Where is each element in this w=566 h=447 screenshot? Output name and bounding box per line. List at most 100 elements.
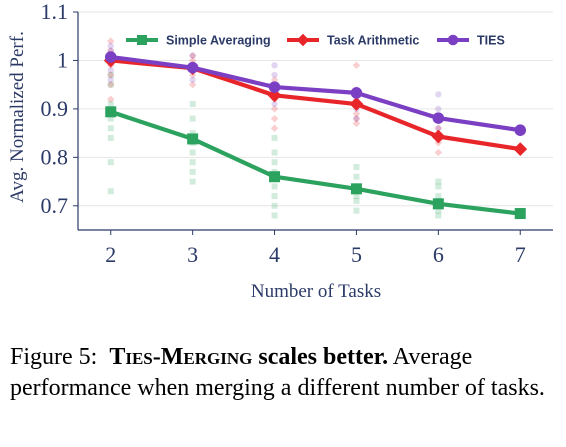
data-point: [514, 124, 527, 136]
scatter-point: [107, 115, 114, 122]
legend: Simple Averaging Task Arithmetic TIES: [126, 34, 505, 48]
x-tick-label: 4: [269, 242, 280, 267]
scatter-point: [189, 149, 196, 156]
figure-caption: Figure 5: Ties-Merging scales better. Av…: [10, 342, 558, 404]
scatter-point: [271, 134, 278, 141]
scatter-point: [107, 37, 115, 45]
scatter-point: [189, 76, 196, 83]
scatter-point: [271, 100, 278, 108]
data-point: [432, 112, 445, 124]
y-axis-title: Avg. Normalized Perf.: [7, 31, 28, 203]
scatter-point: [435, 105, 442, 113]
series-line: [110, 58, 521, 152]
scatter-point: [271, 62, 278, 69]
scatter-point: [352, 109, 361, 118]
scatter-point: [189, 115, 196, 122]
scatter-point: [107, 71, 115, 79]
x-tick-label: 2: [105, 242, 116, 267]
x-tick-label: 3: [187, 242, 198, 267]
scatter-point: [353, 115, 360, 122]
data-point: [268, 81, 281, 93]
scatter-point: [107, 71, 114, 78]
series-line: [110, 109, 521, 216]
scatter-point: [435, 91, 442, 98]
legend-marker: [296, 33, 310, 47]
data-point: [349, 97, 364, 111]
figure-number: Figure 5:: [10, 344, 98, 370]
data-point: [350, 87, 363, 99]
scatter-point: [353, 207, 360, 214]
scatter-point: [435, 125, 442, 132]
data-point: [432, 198, 444, 210]
legend-label: Simple Averaging: [166, 34, 271, 48]
axis-labels: Number of Tasks Avg. Normalized Perf.: [7, 31, 381, 302]
data-point: [105, 106, 117, 118]
scatter-point: [271, 149, 278, 156]
x-tick-label: 5: [351, 242, 362, 267]
scatter-point: [435, 183, 442, 190]
scatter-point: [434, 124, 443, 133]
scatter-point: [435, 178, 442, 185]
scatter-point: [353, 173, 360, 180]
data-point: [104, 51, 117, 63]
scatter-point: [435, 212, 442, 219]
caption-title-rest: scales better.: [252, 344, 389, 370]
scatter-point: [189, 101, 196, 108]
scatter-point: [107, 134, 114, 141]
y-tick-label: 1.1: [41, 0, 69, 24]
data-point: [269, 171, 281, 183]
series-line: [110, 54, 521, 133]
scatter-point: [271, 159, 278, 166]
series-lines: [103, 51, 528, 220]
scatter-point: [271, 193, 278, 200]
scatter-point: [107, 95, 115, 103]
method-name: Ties-Merging: [109, 344, 253, 370]
scatter-point: [107, 66, 114, 74]
legend-label: Task Arithmetic: [327, 34, 419, 48]
scatter-point: [435, 207, 442, 214]
scatter-point: [107, 80, 115, 89]
y-tick-label: 0.9: [41, 96, 69, 121]
data-point: [267, 88, 282, 103]
performance-line-chart: 0.7 0.8 0.9 1 1.1 2 3 4 5 6 7 Simple Averaging Task…: [7, 0, 553, 302]
scatter-point: [107, 101, 114, 108]
x-tick-label: 6: [433, 242, 444, 267]
scatter-point: [107, 42, 114, 50]
caption-body: Average performance when merging a diffe…: [10, 344, 545, 401]
scatter-point: [189, 130, 196, 137]
y-tick-label: 1: [57, 47, 68, 72]
data-point: [431, 129, 446, 144]
legend-marker: [447, 34, 459, 46]
scatter-point: [352, 61, 361, 70]
scatter-point: [434, 148, 443, 157]
scatter-point: [270, 105, 279, 113]
scatter-point: [189, 52, 196, 59]
scatter-point: [107, 188, 114, 195]
grid-lines: [78, 11, 553, 207]
scatter-point: [352, 114, 361, 123]
scatter-point: [107, 159, 114, 166]
scatter-point: [435, 193, 442, 200]
scatter-point: [353, 164, 360, 171]
scatter-point: [353, 193, 360, 200]
scatter-point: [270, 124, 279, 133]
scatter-point: [271, 202, 278, 209]
scatter-point: [353, 197, 360, 204]
scatter-point: [188, 51, 197, 60]
scatter-point: [188, 80, 197, 89]
x-axis-title: Number of Tasks: [251, 281, 381, 302]
scatter-point: [107, 125, 114, 132]
scatter-point: [107, 76, 114, 83]
data-point: [187, 133, 199, 145]
scatter-point: [107, 81, 114, 88]
legend-label: TIES: [477, 34, 505, 48]
scatter-point: [271, 212, 278, 219]
scatter-point: [271, 183, 278, 190]
x-tick-label: 7: [515, 242, 526, 267]
y-tick-label: 0.8: [41, 144, 69, 169]
scatter-point: [271, 71, 278, 79]
data-point: [513, 142, 528, 156]
scatter-point: [270, 114, 279, 123]
scatter-point: [352, 119, 361, 128]
legend-marker: [137, 35, 147, 45]
